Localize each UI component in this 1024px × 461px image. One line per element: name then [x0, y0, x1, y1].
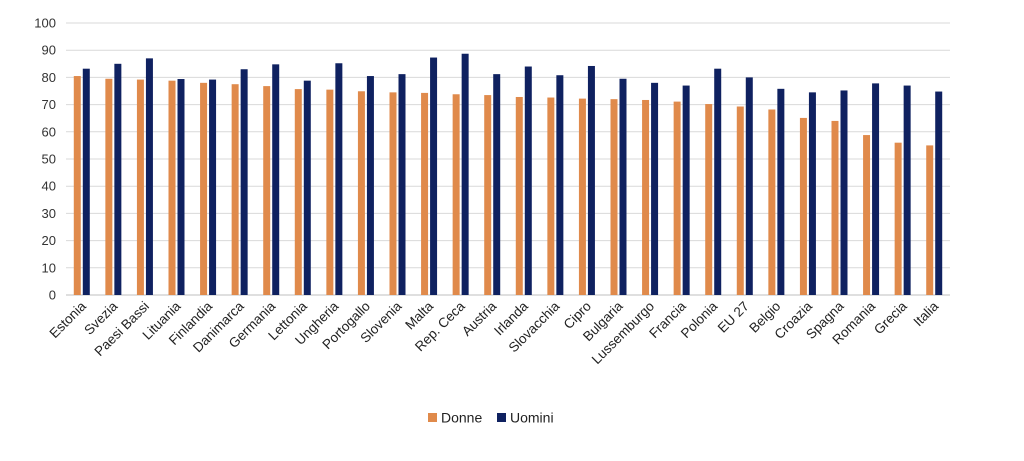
y-tick-label: 0: [49, 288, 56, 303]
bar-donne-croazia: [799, 117, 807, 295]
bar-donne-italia: [926, 145, 934, 295]
bar-donne-ungheria: [326, 89, 334, 295]
y-tick-label: 60: [42, 124, 56, 139]
bar-uomini-svezia: [114, 63, 122, 295]
bar-donne-spagna: [831, 120, 839, 295]
y-tick-label: 20: [42, 233, 56, 248]
bar-uomini-bulgaria: [619, 78, 627, 295]
bar-uomini-belgio: [777, 88, 785, 295]
bar-uomini-italia: [935, 91, 943, 295]
bar-uomini-lituania: [177, 79, 185, 295]
x-tick-label: Grecia: [871, 298, 910, 337]
legend-swatch-uomini: [497, 413, 506, 422]
bar-uomini-danimarca: [240, 69, 248, 296]
bar-donne-svezia: [105, 78, 113, 295]
y-tick-label: 30: [42, 206, 56, 221]
bar-donne-portogallo: [357, 91, 365, 295]
x-tick-label: Polonia: [678, 298, 721, 341]
bar-donne-romania: [863, 135, 871, 295]
bar-uomini-slovacchia: [556, 75, 564, 295]
bar-uomini-austria: [493, 74, 501, 295]
bars: [73, 53, 943, 296]
bar-uomini-germania: [272, 64, 280, 296]
bar-donne-lituania: [168, 80, 176, 295]
bar-donne-estonia: [73, 76, 81, 295]
bar-donne-finlandia: [200, 82, 208, 295]
y-tick-label: 70: [42, 97, 56, 112]
bar-donne-slovenia: [389, 92, 397, 295]
bar-uomini-polonia: [714, 68, 722, 295]
y-tick-label: 80: [42, 70, 56, 85]
bar-donne-rep-ceca: [452, 94, 460, 295]
bar-donne-paesi-bassi: [136, 79, 144, 296]
bar-uomini-lettonia: [303, 80, 311, 295]
bar-uomini-francia: [682, 85, 690, 295]
bar-uomini-portogallo: [366, 76, 374, 295]
bar-donne-polonia: [705, 104, 713, 295]
legend-label-donne: Donne: [441, 410, 482, 426]
bar-donne-bulgaria: [610, 99, 618, 295]
bar-uomini-cipro: [587, 65, 595, 295]
bar-donne-belgio: [768, 109, 776, 295]
y-tick-label: 50: [42, 152, 56, 167]
bar-donne-slovacchia: [547, 97, 555, 295]
x-tick-label: Estonia: [46, 298, 89, 341]
bar-uomini-slovenia: [398, 74, 406, 295]
y-tick-label: 100: [34, 16, 56, 31]
bar-uomini-paesi-bassi: [145, 58, 153, 295]
bar-uomini-finlandia: [209, 79, 217, 296]
bar-donne-francia: [673, 101, 681, 295]
bar-donne-cipro: [578, 98, 586, 295]
bar-uomini-grecia: [903, 85, 911, 295]
bar-donne-grecia: [894, 142, 902, 295]
gridlines: [66, 22, 950, 296]
bar-uomini-malta: [430, 57, 438, 295]
bar-donne-irlanda: [515, 96, 523, 295]
bar-uomini-eu-27: [745, 77, 753, 296]
x-tick-label: EU 27: [715, 299, 752, 336]
bar-uomini-ungheria: [335, 63, 343, 296]
bar-donne-lussemburgo: [642, 99, 650, 295]
legend-label-uomini: Uomini: [510, 410, 554, 426]
bar-donne-eu-27: [736, 106, 744, 295]
bar-uomini-croazia: [808, 92, 816, 295]
y-axis: 0 10 20 30 40 50 60 70 80 90 100: [34, 16, 56, 303]
bar-uomini-romania: [872, 83, 880, 295]
bar-donne-lettonia: [294, 89, 302, 295]
bar-donne-austria: [484, 95, 492, 295]
x-tick-label: Italia: [911, 298, 942, 329]
legend-swatch-donne: [428, 413, 437, 422]
bar-uomini-estonia: [82, 68, 90, 295]
bar-donne-danimarca: [231, 84, 239, 295]
bar-uomini-irlanda: [524, 66, 532, 296]
bar-donne-germania: [263, 86, 271, 295]
x-tick-label: Austria: [459, 298, 500, 339]
bar-donne-malta: [421, 92, 429, 296]
bar-uomini-lussemburgo: [651, 82, 659, 295]
y-tick-label: 90: [42, 43, 56, 58]
legend: Donne Uomini: [428, 410, 554, 426]
y-tick-label: 10: [42, 260, 56, 275]
y-tick-label: 40: [42, 179, 56, 194]
bar-uomini-rep-ceca: [461, 53, 469, 296]
bar-uomini-spagna: [840, 90, 848, 296]
